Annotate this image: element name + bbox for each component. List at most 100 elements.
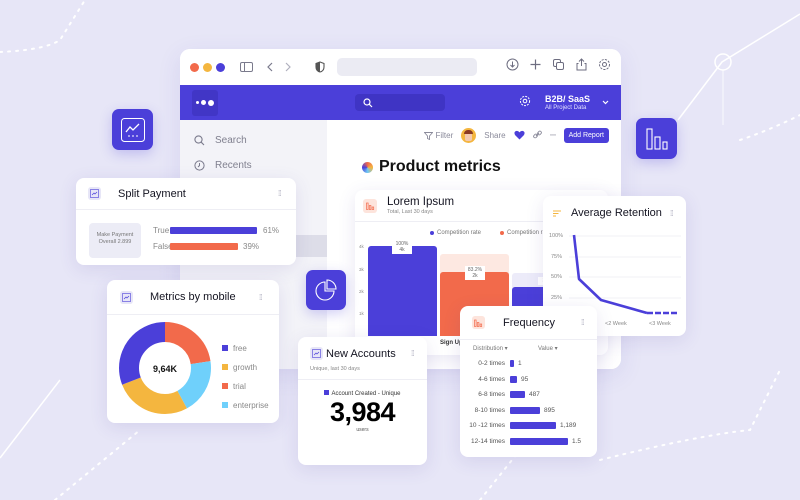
- y-tick: 4k: [359, 244, 364, 249]
- drag-handle-icon[interactable]: ⁞⁞: [259, 292, 262, 302]
- table-header: Distribution ▾ Value ▾: [460, 340, 597, 356]
- app-logo[interactable]: [192, 89, 218, 116]
- table-row[interactable]: 10 -12 times 1,189: [469, 422, 577, 430]
- false-bar[interactable]: [170, 243, 238, 250]
- avatar[interactable]: [461, 128, 477, 143]
- heart-icon[interactable]: [514, 130, 525, 142]
- page-title-text: Product metrics: [379, 158, 501, 175]
- card-title: Frequency: [503, 316, 555, 329]
- pie-chart-icon: [315, 279, 337, 301]
- drag-handle-icon[interactable]: ⁞⁞: [581, 318, 584, 327]
- x-axis-label: Sign Up: [440, 340, 463, 346]
- legend-item: enterprise: [222, 396, 269, 415]
- kpi-unit: users: [356, 427, 369, 433]
- back-icon[interactable]: [263, 60, 277, 74]
- card-title: Metrics by mobile: [150, 291, 236, 303]
- share-button[interactable]: Share: [484, 131, 506, 140]
- link-icon[interactable]: [532, 130, 542, 141]
- sidebar-icon[interactable]: [239, 60, 253, 74]
- chart-icon: [88, 187, 101, 200]
- minimize-dot[interactable]: [203, 62, 212, 72]
- legend-item: free: [222, 339, 269, 358]
- page-title: Product metrics: [362, 158, 501, 176]
- table-row[interactable]: 12-14 times 1.5: [471, 437, 582, 445]
- donut-chart[interactable]: [119, 322, 211, 414]
- y-tick: 1k: [359, 311, 364, 316]
- split-row-true: True 61%: [153, 226, 280, 235]
- legend-item: trial: [222, 377, 269, 396]
- shield-icon: [313, 60, 327, 74]
- frequency-rows: 0-2 times 1 4-6 times 95 6-8 times 487 8-10…: [460, 356, 597, 449]
- filter-lines-icon: [553, 204, 561, 222]
- drag-handle-icon[interactable]: ⁞⁞: [670, 208, 673, 218]
- maximize-dot[interactable]: [216, 62, 225, 72]
- clock-icon: [194, 160, 205, 171]
- bar-chart-icon: [472, 316, 485, 329]
- legend-item: Competition rate: [430, 230, 481, 236]
- card-subtitle: Total, Last 30 days: [387, 209, 433, 215]
- donut-center-value: 9,64K: [152, 364, 178, 374]
- donut-legend: free growth trial enterprise: [222, 339, 269, 415]
- legend-item: Account Created - Unique: [298, 390, 427, 397]
- y-tick: 50%: [551, 274, 563, 280]
- table-row[interactable]: 6-8 times 487: [478, 391, 540, 399]
- new-accounts-card: New Accounts ⁞⁞ Unique, last 30 days Acc…: [298, 337, 427, 465]
- distribution-dropdown[interactable]: Distribution ▾: [473, 346, 508, 352]
- line-chart-tile: [112, 109, 153, 150]
- plus-icon[interactable]: [529, 58, 542, 76]
- bar-label: 83.2% 2k: [465, 266, 485, 280]
- bar-chart-tile: [636, 118, 677, 159]
- frequency-card: Frequency ⁞⁞ Distribution ▾ Value ▾ 0-2 …: [460, 306, 597, 457]
- split-payment-card: Split Payment ⁞⁞ Make Payment Overall 2.…: [76, 178, 296, 265]
- x-tick: <2 Week: [605, 321, 627, 327]
- split-row-false: False 39%: [153, 242, 260, 251]
- legend-item: Competition rate: [500, 230, 551, 236]
- settings-icon[interactable]: [519, 94, 531, 112]
- toolbar: Filter Share ◦◦◦ Add Report: [424, 128, 609, 143]
- drag-handle-icon[interactable]: ⁞⁞: [411, 349, 414, 358]
- gear-icon[interactable]: [598, 58, 611, 76]
- y-tick: 75%: [551, 254, 563, 260]
- chart-bar[interactable]: [368, 246, 437, 336]
- copy-icon[interactable]: [552, 58, 565, 76]
- bar-chart-icon: [363, 198, 377, 213]
- close-dot[interactable]: [190, 62, 199, 72]
- project-subtitle: All Project Data: [544, 104, 587, 111]
- filter-button[interactable]: Filter: [424, 131, 453, 140]
- forward-icon[interactable]: [281, 60, 295, 74]
- sidebar-item-label: Recents: [215, 160, 252, 171]
- filter-label: Filter: [435, 131, 454, 140]
- more-icon[interactable]: ◦◦◦: [549, 132, 556, 139]
- add-report-button[interactable]: Add Report: [563, 128, 609, 143]
- card-title: Lorem Ipsum: [387, 196, 455, 208]
- table-row[interactable]: 0-2 times 1: [478, 360, 522, 368]
- filter-icon: [424, 131, 434, 140]
- y-tick: 2k: [359, 289, 364, 294]
- url-bar[interactable]: [337, 58, 477, 76]
- app-header: B2B/ SaaS All Project Data: [180, 85, 621, 120]
- pie-chart-tile: [306, 270, 346, 310]
- card-subtitle: Unique, last 30 days: [310, 366, 360, 372]
- bar-chart-icon: [645, 127, 668, 150]
- search-icon: [363, 97, 373, 107]
- true-bar[interactable]: [170, 227, 257, 234]
- drag-handle-icon[interactable]: ⁞⁞: [278, 189, 281, 198]
- value-dropdown[interactable]: Value ▾: [538, 346, 558, 352]
- y-tick: 25%: [551, 295, 563, 301]
- retention-line-chart[interactable]: [569, 231, 681, 316]
- download-icon[interactable]: [506, 58, 519, 76]
- card-title: Split Payment: [118, 187, 186, 200]
- metrics-by-mobile-card: Metrics by mobile ⁞⁞ 9,64K free growth t…: [107, 280, 279, 423]
- summary-box: Make Payment Overall 2.899: [89, 223, 141, 258]
- line-chart-icon: [120, 117, 145, 142]
- app-search-input[interactable]: [355, 94, 445, 111]
- table-row[interactable]: 4-6 times 95: [478, 375, 529, 383]
- chart-icon: [310, 347, 323, 360]
- project-selector[interactable]: B2B/ SaaS All Project Data: [545, 94, 609, 112]
- sidebar-item-search[interactable]: Search: [180, 128, 327, 153]
- chevron-down-icon: [602, 100, 609, 105]
- share-icon[interactable]: [575, 58, 588, 76]
- browser-chrome: [180, 49, 621, 85]
- table-row[interactable]: 8-10 times 895: [474, 406, 555, 414]
- sidebar-item-recents[interactable]: Recents: [180, 153, 327, 178]
